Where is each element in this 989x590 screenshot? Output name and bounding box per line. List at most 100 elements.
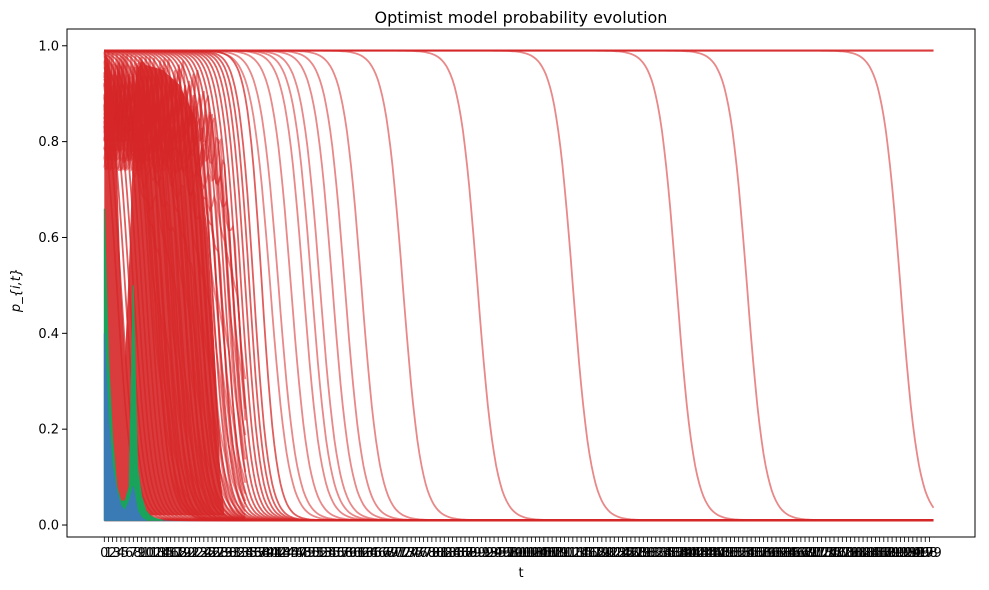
x-tick-label: 73	[399, 546, 416, 561]
x-tick-label: 52	[312, 546, 329, 561]
x-tick-label: 35	[241, 546, 258, 561]
x-tick-label: 88	[461, 546, 478, 561]
x-tick-label: 48	[295, 546, 312, 561]
x-tick-label: 103	[519, 546, 544, 561]
x-tick-label: 169	[793, 546, 818, 561]
x-tick-label: 184	[855, 546, 880, 561]
x-tick-label: 108	[540, 546, 565, 561]
x-tick-label: 30	[220, 546, 237, 561]
x-tick-label: 70	[386, 546, 403, 561]
x-tick-label: 25	[200, 546, 217, 561]
x-tick-label: 196	[905, 546, 930, 561]
x-tick-label: 127	[618, 546, 643, 561]
x-tick-label: 157	[743, 546, 768, 561]
x-tick-label: 49	[299, 546, 316, 561]
x-tick-label: 58	[337, 546, 354, 561]
x-tick-label: 87	[457, 546, 474, 561]
x-tick-label: 72	[395, 546, 412, 561]
x-tick-label: 147	[701, 546, 726, 561]
x-tick-label: 173	[809, 546, 834, 561]
x-tick-label: 112	[556, 546, 581, 561]
x-tick-label: 195	[900, 546, 925, 561]
x-tick-label: 130	[631, 546, 656, 561]
x-tick-label: 163	[768, 546, 793, 561]
x-tick-label: 152	[722, 546, 747, 561]
x-tick-label: 174	[813, 546, 838, 561]
x-tick-label: 89	[465, 546, 482, 561]
x-tick-label: 8	[133, 546, 141, 561]
x-tick-label: 76	[411, 546, 428, 561]
x-tick-label: 191	[884, 546, 909, 561]
x-tick-label: 26	[204, 546, 221, 561]
x-tick-label: 156	[739, 546, 764, 561]
x-tick-label: 180	[838, 546, 863, 561]
x-tick-label: 187	[867, 546, 892, 561]
x-tick-label: 94	[486, 546, 503, 561]
x-tick-label: 11	[142, 546, 159, 561]
x-tick-label: 165	[776, 546, 801, 561]
x-tick-label: 29	[216, 546, 233, 561]
x-tick-label: 141	[677, 546, 702, 561]
x-tick-label: 116	[573, 546, 598, 561]
x-tick-label: 51	[307, 546, 324, 561]
x-tick-label: 59	[341, 546, 358, 561]
x-tick-label: 136	[656, 546, 681, 561]
x-tick-label: 42	[270, 546, 287, 561]
x-tick-label: 23	[191, 546, 208, 561]
x-tick-label: 119	[585, 546, 610, 561]
y-axis: 0.0 0.2 0.4 0.6 0.8 1.0	[38, 39, 67, 534]
x-tick-label: 2	[108, 546, 116, 561]
x-tick-label: 66	[370, 546, 387, 561]
x-tick-label: 102	[515, 546, 540, 561]
x-tick-label: 7	[129, 546, 137, 561]
x-tick-label: 78	[419, 546, 436, 561]
x-tick-label: 172	[805, 546, 830, 561]
x-tick-label: 65	[366, 546, 383, 561]
x-tick-label: 19	[175, 546, 192, 561]
green-area	[103, 208, 164, 521]
x-tick-label: 126	[614, 546, 639, 561]
x-tick-label: 20	[179, 546, 196, 561]
x-tick-label: 166	[780, 546, 805, 561]
x-tick-label: 139	[668, 546, 693, 561]
x-tick-label: 22	[187, 546, 204, 561]
x-tick-label: 185	[859, 546, 884, 561]
chart-title: Optimist model probability evolution	[375, 8, 668, 27]
x-tick-label: 168	[788, 546, 813, 561]
x-tick-label: 63	[357, 546, 374, 561]
x-tick-label: 39	[258, 546, 275, 561]
x-tick-label: 18	[171, 546, 188, 561]
x-tick-label: 132	[639, 546, 664, 561]
x-tick-label: 122	[598, 546, 623, 561]
x-tick-label: 82	[436, 546, 453, 561]
x-tick-label: 60	[345, 546, 362, 561]
x-tick-label: 189	[876, 546, 901, 561]
x-tick-label: 143	[685, 546, 710, 561]
x-tick-label: 53	[316, 546, 333, 561]
x-tick-label: 133	[643, 546, 668, 561]
x-tick-label: 179	[834, 546, 859, 561]
x-tick-label: 24	[196, 546, 213, 561]
x-tick-label: 138	[664, 546, 689, 561]
x-tick-label: 13	[150, 546, 167, 561]
x-tick-label: 158	[747, 546, 772, 561]
x-tick-label: 86	[453, 546, 470, 561]
x-tick-label: 198	[913, 546, 938, 561]
x-tick-label: 178	[830, 546, 855, 561]
x-tick-label: 131	[635, 546, 660, 561]
x-tick-label: 183	[851, 546, 876, 561]
x-tick-label: 175	[817, 546, 842, 561]
red-series-line	[104, 49, 935, 509]
x-tick-label: 111	[552, 546, 577, 561]
x-tick-label: 106	[531, 546, 556, 561]
x-tick-label: 142	[681, 546, 706, 561]
x-tick-label: 93	[482, 546, 499, 561]
blue-area	[103, 333, 147, 521]
x-tick-label: 120	[589, 546, 614, 561]
x-tick-label: 47	[291, 546, 308, 561]
x-tick-label: 57	[332, 546, 349, 561]
x-tick-label: 6	[125, 546, 133, 561]
x-tick-label: 45	[283, 546, 300, 561]
x-tick-label: 12	[146, 546, 163, 561]
